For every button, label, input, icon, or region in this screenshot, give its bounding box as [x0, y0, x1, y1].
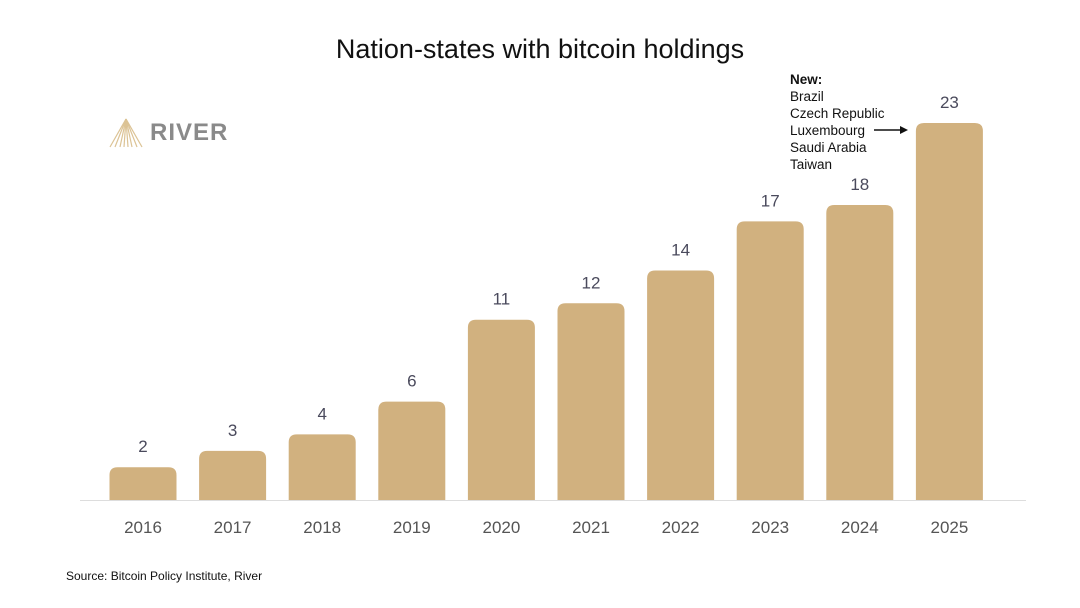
bar-2019 — [378, 401, 446, 500]
data-label: 3 — [228, 421, 237, 440]
bar-2025 — [915, 123, 983, 500]
x-tick-label: 2018 — [303, 518, 341, 537]
river-logo: RIVER — [108, 118, 228, 148]
annotation-item: Brazil — [790, 89, 824, 104]
river-logo-icon — [109, 118, 143, 148]
data-label: 2 — [138, 437, 147, 456]
x-tick-label: 2025 — [930, 518, 968, 537]
bar-2021 — [557, 303, 625, 500]
annotation-heading: New: — [790, 72, 823, 87]
bar-2018 — [288, 434, 356, 500]
data-label: 18 — [850, 175, 869, 194]
x-tick-label: 2017 — [214, 518, 252, 537]
source-note: Source: Bitcoin Policy Institute, River — [66, 569, 263, 583]
data-label: 11 — [493, 290, 511, 309]
x-tick-label: 2022 — [662, 518, 700, 537]
x-tick-label: 2016 — [124, 518, 162, 537]
annotation-item: Taiwan — [790, 157, 833, 172]
x-tick-label: 2019 — [393, 518, 431, 537]
annotation-arrowhead — [900, 126, 908, 134]
bar-2022 — [647, 270, 715, 500]
bar-2023 — [736, 221, 804, 500]
data-label: 17 — [761, 191, 780, 210]
x-tick-label: 2020 — [482, 518, 520, 537]
data-label: 12 — [582, 273, 601, 292]
x-tick-label: 2021 — [572, 518, 610, 537]
data-label: 4 — [317, 404, 326, 423]
data-label: 6 — [407, 372, 416, 391]
data-label: 14 — [671, 241, 690, 260]
x-tick-label: 2023 — [751, 518, 789, 537]
river-logo-text: RIVER — [150, 119, 229, 146]
bar-2020 — [467, 319, 535, 500]
annotation-item: Czech Republic — [790, 106, 885, 121]
annotation: New: Brazil Czech Republic Luxembourg Sa… — [790, 71, 885, 173]
chart-title: Nation-states with bitcoin holdings — [335, 34, 745, 64]
bar-2017 — [199, 450, 267, 500]
annotation-item: Luxembourg — [790, 123, 866, 138]
x-tick-label: 2024 — [841, 518, 879, 537]
data-label: 23 — [940, 93, 959, 112]
bar-2024 — [826, 204, 894, 500]
bar-2016 — [109, 467, 177, 500]
annotation-item: Saudi Arabia — [790, 140, 867, 155]
